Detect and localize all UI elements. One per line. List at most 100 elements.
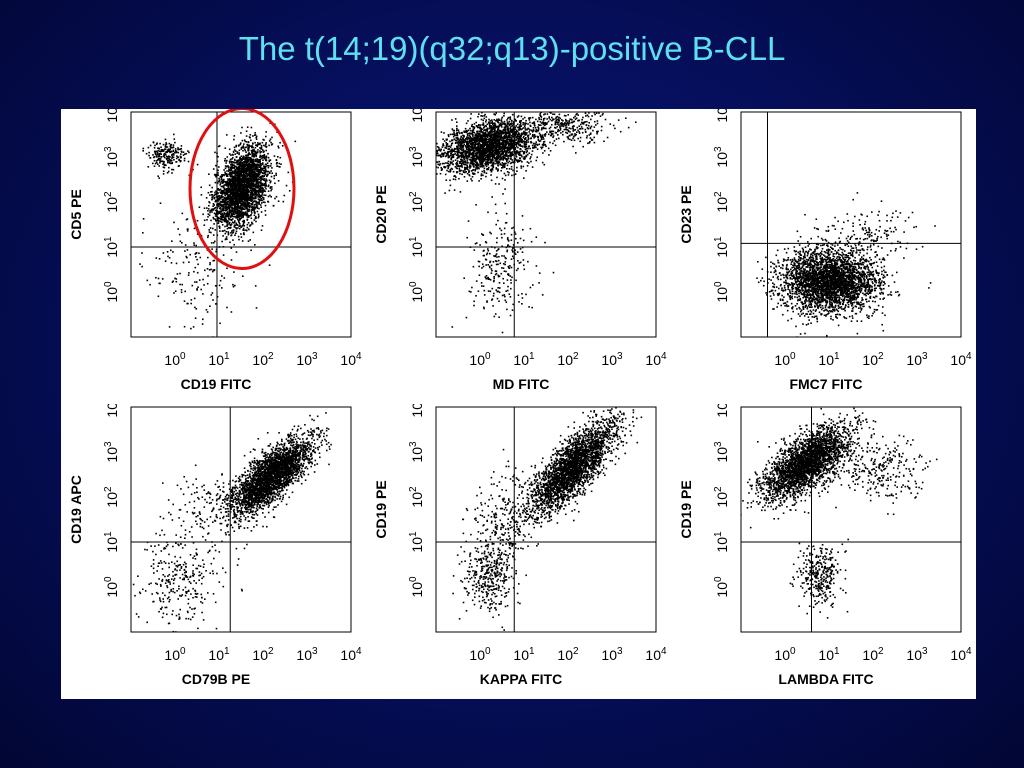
data-point	[234, 168, 237, 171]
data-point	[160, 156, 163, 158]
data-point	[233, 166, 236, 168]
data-point	[249, 183, 252, 185]
data-point	[455, 142, 457, 144]
data-point	[195, 281, 198, 283]
data-point	[236, 187, 239, 190]
data-point	[467, 144, 469, 146]
data-point	[237, 235, 240, 238]
data-point	[240, 185, 243, 188]
data-point	[235, 177, 238, 179]
data-point	[495, 134, 497, 137]
data-point	[230, 234, 233, 236]
data-point	[257, 216, 260, 219]
data-point	[228, 207, 231, 209]
data-point	[234, 181, 237, 183]
data-point	[242, 215, 244, 217]
data-point	[222, 200, 225, 203]
data-point	[232, 189, 234, 192]
data-point	[535, 159, 538, 162]
data-point	[243, 143, 245, 145]
data-point	[240, 195, 243, 197]
data-point	[440, 131, 443, 133]
data-point	[241, 193, 243, 195]
data-point	[229, 201, 231, 204]
data-point	[466, 172, 469, 175]
data-point	[275, 195, 278, 198]
data-point	[234, 188, 236, 190]
data-point	[463, 163, 466, 166]
data-point	[261, 225, 264, 227]
data-point	[496, 132, 498, 135]
data-point	[541, 134, 544, 136]
data-point	[504, 125, 507, 128]
data-point	[254, 192, 257, 195]
data-point	[157, 150, 159, 152]
data-point	[186, 302, 188, 305]
data-point	[167, 150, 170, 152]
data-point	[257, 170, 260, 173]
data-point	[267, 201, 270, 203]
data-point	[251, 146, 253, 149]
data-point	[470, 159, 472, 162]
data-point	[183, 159, 186, 162]
data-point	[145, 152, 148, 155]
data-point	[491, 167, 494, 170]
data-point	[530, 129, 533, 132]
data-point	[233, 194, 235, 196]
data-point	[472, 150, 475, 153]
data-point	[228, 160, 231, 163]
data-point	[514, 128, 516, 131]
data-point	[162, 143, 165, 146]
data-point	[149, 283, 151, 286]
data-point	[520, 145, 522, 147]
data-point	[497, 140, 500, 143]
data-point	[479, 166, 481, 168]
data-point	[249, 159, 251, 162]
data-point	[264, 156, 266, 158]
data-point	[169, 145, 172, 147]
data-point	[512, 126, 515, 129]
data-point	[237, 145, 240, 147]
data-point	[452, 129, 454, 132]
data-point	[482, 157, 485, 160]
data-point	[472, 163, 475, 166]
data-point	[490, 174, 492, 176]
data-point	[442, 143, 444, 145]
data-point	[263, 167, 265, 170]
data-point	[237, 184, 240, 186]
data-point	[225, 183, 227, 185]
data-point	[233, 149, 236, 151]
data-point	[261, 155, 264, 157]
data-point	[214, 240, 216, 243]
data-point	[261, 176, 264, 178]
data-point	[170, 262, 173, 264]
data-point	[481, 163, 484, 166]
data-point	[230, 232, 232, 234]
data-point	[234, 185, 236, 187]
data-point	[240, 146, 243, 149]
data-point	[231, 176, 234, 178]
data-point	[173, 154, 175, 156]
data-point	[236, 151, 239, 153]
data-point	[230, 207, 233, 209]
data-point	[233, 181, 236, 184]
data-point	[249, 157, 251, 159]
data-point	[225, 184, 227, 187]
data-point	[441, 168, 443, 170]
data-point	[237, 203, 239, 205]
data-point	[277, 180, 280, 182]
data-point	[489, 150, 492, 152]
data-point	[163, 166, 166, 169]
data-point	[229, 224, 232, 226]
data-point	[218, 179, 221, 181]
data-point	[474, 138, 476, 141]
data-point	[217, 145, 220, 148]
data-point	[463, 176, 466, 178]
data-point	[508, 124, 510, 126]
data-point	[241, 212, 244, 215]
data-point	[255, 165, 258, 167]
data-point	[501, 126, 503, 128]
data-point	[488, 154, 491, 156]
data-point	[256, 145, 259, 147]
data-point	[207, 213, 210, 215]
